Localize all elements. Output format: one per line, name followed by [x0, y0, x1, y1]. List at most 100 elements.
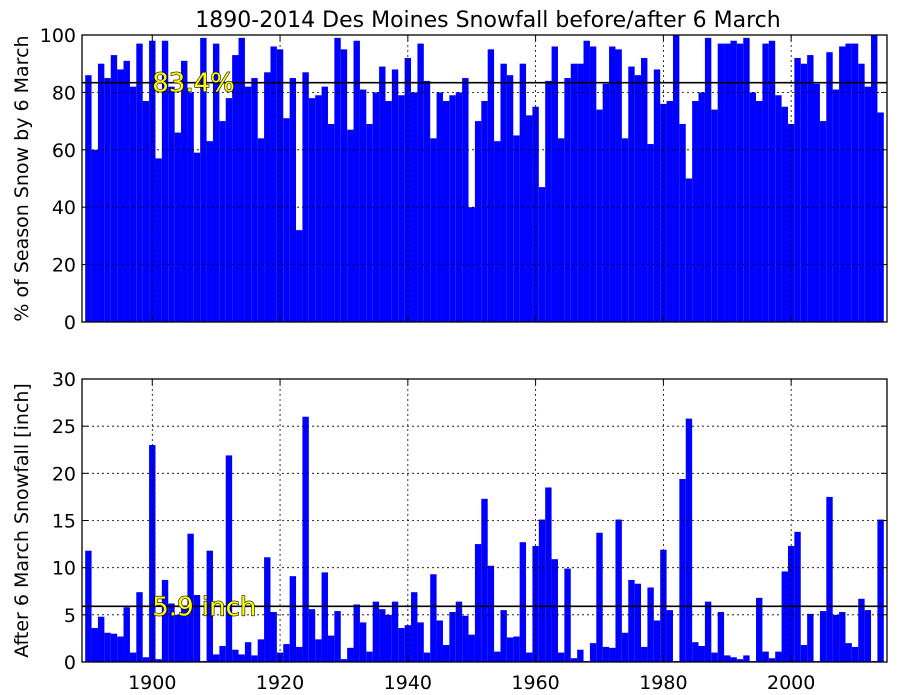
bar-1925: [308, 609, 316, 662]
bar-1971: [602, 646, 610, 662]
bar-1960: [532, 106, 539, 322]
bar-1903: [168, 86, 175, 322]
bar-1938: [391, 69, 399, 322]
bar-1918: [264, 557, 271, 662]
bar-1891: [91, 628, 98, 662]
bar-1917: [257, 639, 265, 662]
bar-1942: [417, 43, 424, 323]
bar-1953: [487, 565, 495, 662]
bar-1968: [583, 40, 590, 323]
x-ticks-bottom: 1900 1920 1940 1960 1980 2000: [128, 379, 815, 694]
bar-1938: [391, 601, 399, 662]
bar-1896: [123, 60, 130, 322]
bar-1910: [212, 43, 220, 323]
bar-1990: [724, 43, 731, 323]
bar-1979: [653, 69, 661, 322]
bar-1901: [155, 158, 162, 322]
bar-1985: [692, 642, 699, 662]
bar-1949: [462, 615, 469, 662]
bar-1966: [570, 658, 578, 662]
bar-1946: [442, 101, 450, 322]
bar-1900: [149, 445, 156, 662]
bar-1906: [187, 92, 194, 323]
bar-1981: [666, 610, 673, 662]
bar-1955: [500, 610, 507, 662]
bar-1916: [251, 655, 258, 662]
bar-2006: [826, 52, 833, 322]
bar-1926: [315, 95, 322, 323]
bar-1966: [570, 63, 578, 322]
bar-1928: [327, 123, 335, 322]
bar-1997: [768, 658, 776, 662]
bar-1930: [340, 659, 348, 662]
bar-2002: [800, 645, 808, 662]
bar-2014: [877, 112, 884, 323]
bar-2005: [819, 121, 827, 322]
bar-2009: [845, 43, 852, 323]
bar-2011: [858, 598, 865, 662]
bar-1922: [289, 78, 297, 322]
bar-1943: [423, 652, 431, 662]
bar-1901: [155, 659, 162, 662]
bar-1976: [634, 583, 642, 662]
bar-1912: [225, 98, 233, 322]
bars-bottom: [85, 416, 884, 662]
bar-1998: [775, 651, 782, 662]
mean-annotation-top: 83.4%: [152, 69, 235, 99]
bar-1931: [347, 647, 354, 662]
bar-1936: [379, 66, 386, 322]
bar-1933: [359, 622, 367, 662]
bar-1991: [730, 40, 737, 323]
bar-1940: [404, 57, 412, 323]
panel-after-march-snowfall: 0 5 10 15 20 25 30 1900 1920 1940 1960 1980 2000 Af…: [11, 369, 888, 694]
bar-1983: [679, 478, 686, 662]
bar-1956: [506, 637, 514, 662]
bar-1907: [193, 595, 201, 662]
y-tick-label: 100: [40, 25, 76, 47]
y-ticks-bottom: 0 5 10 15 20 25 30: [52, 369, 887, 674]
bar-1937: [385, 101, 392, 322]
y-tick-label: 0: [64, 312, 76, 334]
bar-1993: [743, 37, 750, 323]
bar-1904: [174, 132, 182, 322]
bar-1928: [327, 635, 335, 662]
bar-1978: [647, 587, 654, 662]
bar-1899: [142, 657, 150, 662]
bar-1957: [513, 636, 520, 662]
y-ticks-top: 0 20 40 60 80 100: [40, 25, 887, 334]
y-tick-label: 5: [64, 605, 76, 627]
bar-1929: [334, 37, 341, 323]
bar-1933: [359, 89, 367, 322]
panel-season-percent: 0 20 40 60 80 100 % of Season Snow by 6 March…: [11, 25, 888, 334]
bar-1989: [717, 612, 725, 662]
bar-1915: [244, 86, 252, 322]
bar-1997: [768, 40, 776, 323]
bar-1913: [232, 649, 239, 662]
bar-1908: [200, 37, 207, 323]
chart-title: 1890-2014 Des Moines Snowfall before/aft…: [195, 8, 780, 33]
bar-1972: [609, 46, 616, 322]
bar-2002: [800, 63, 808, 322]
x-tick-label: 1960: [511, 672, 559, 694]
bar-1912: [225, 455, 233, 662]
bar-1917: [257, 138, 265, 322]
bar-1974: [621, 632, 629, 662]
bar-1899: [142, 101, 150, 322]
bar-1950: [468, 207, 475, 322]
bar-2001: [794, 531, 801, 662]
bar-1963: [551, 559, 558, 662]
y-tick-label: 10: [52, 558, 76, 580]
bar-1973: [615, 49, 622, 322]
bar-1954: [494, 141, 501, 322]
bar-1937: [385, 614, 392, 662]
bar-1995: [756, 101, 763, 322]
y-tick-label: 15: [52, 511, 76, 533]
bar-1935: [372, 601, 380, 662]
bar-1992: [736, 43, 744, 323]
bar-1897: [129, 86, 137, 322]
bar-1909: [206, 141, 213, 322]
bar-1998: [775, 95, 782, 323]
bar-1971: [602, 83, 610, 322]
y-axis-label-bottom: After 6 March Snowfall [inch]: [11, 383, 33, 658]
bar-1977: [641, 646, 648, 662]
